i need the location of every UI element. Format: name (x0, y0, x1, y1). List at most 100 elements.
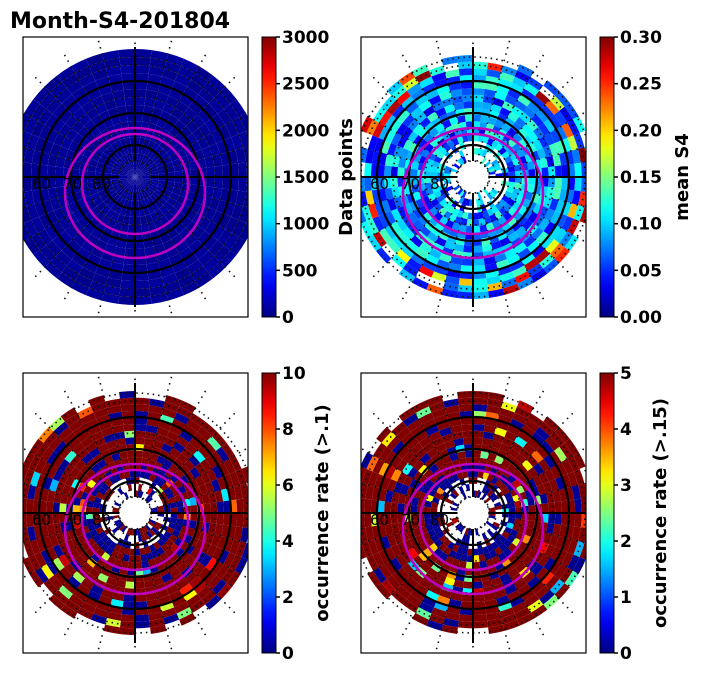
data-cell (38, 108, 53, 125)
data-cell (125, 183, 131, 191)
data-cell (111, 424, 125, 434)
data-cell (430, 198, 440, 207)
data-cell (135, 73, 149, 82)
data-cell (475, 198, 481, 206)
data-cell (431, 101, 445, 112)
data-cell (580, 177, 586, 192)
data-cell (103, 177, 112, 182)
latitude-label: 60 (32, 511, 51, 529)
data-cell (65, 114, 79, 129)
data-cell (57, 146, 69, 159)
data-cell (398, 71, 416, 86)
data-cell (397, 109, 411, 123)
data-cell (561, 177, 569, 190)
data-cell (31, 216, 45, 233)
data-cell (71, 184, 81, 194)
data-cell (465, 484, 471, 492)
data-cell (418, 265, 434, 278)
data-cell (135, 177, 143, 181)
grid-dotted-meridian (63, 389, 128, 500)
data-cell (120, 560, 129, 569)
data-cell (567, 539, 579, 555)
data-cell (393, 481, 404, 494)
data-cell (402, 450, 415, 463)
data-cell (421, 82, 437, 95)
colorbar-tick-label: 5 (620, 364, 632, 384)
grid-dotted-meridian (145, 523, 236, 614)
data-cell (428, 127, 440, 138)
data-cell (171, 187, 182, 196)
data-cell (186, 594, 202, 608)
data-cell (189, 437, 203, 451)
data-cell (141, 169, 150, 174)
data-cell (141, 223, 150, 233)
data-cell (455, 522, 462, 529)
colorbar-tick-label: 500 (282, 261, 318, 281)
data-cell (148, 277, 164, 289)
data-cell (546, 186, 555, 199)
data-cell (183, 107, 198, 121)
grid-dotted-circle (456, 496, 490, 530)
data-cell (561, 537, 572, 553)
data-cell (507, 206, 518, 217)
data-cell (509, 259, 525, 272)
data-cell (543, 118, 556, 133)
data-cell (574, 498, 582, 513)
data-cell (504, 190, 513, 199)
data-cell (531, 227, 544, 240)
data-cell (34, 137, 47, 153)
data-cell (487, 168, 495, 173)
data-cell (203, 81, 220, 98)
data-cell (561, 552, 574, 568)
data-cell (128, 192, 133, 201)
data-cell (159, 138, 169, 149)
data-cell (426, 283, 444, 295)
data-cell (473, 284, 489, 293)
data-cell (587, 497, 595, 513)
data-cell (150, 211, 159, 222)
data-cell (95, 414, 111, 425)
data-cell (219, 250, 237, 268)
data-cell (400, 95, 415, 110)
data-cell (128, 555, 135, 563)
data-cell (482, 102, 493, 111)
data-cell (473, 101, 483, 109)
data-cell (148, 489, 156, 498)
data-cell (217, 536, 228, 550)
data-cell (434, 202, 443, 212)
data-cell (366, 554, 379, 571)
data-cell (146, 530, 153, 539)
data-cell (514, 100, 528, 112)
data-cell (177, 506, 185, 513)
data-cell (461, 533, 468, 542)
data-cell (150, 170, 159, 175)
data-cell (158, 172, 167, 177)
data-cell (90, 613, 107, 625)
data-cell (488, 507, 496, 511)
data-cell (405, 239, 419, 253)
data-cell (490, 476, 499, 485)
data-cell (33, 250, 51, 268)
data-cell (147, 221, 157, 232)
data-cell (206, 468, 218, 482)
grid-dotted-meridian (483, 76, 574, 167)
data-cell (225, 121, 239, 138)
data-cell (137, 161, 142, 170)
data-cell (161, 273, 178, 286)
data-cell (402, 413, 419, 427)
data-cell (190, 513, 198, 522)
data-cell (114, 162, 123, 169)
data-cell (481, 493, 487, 501)
grid-dotted-meridian (148, 110, 248, 170)
data-cell (188, 454, 201, 467)
data-cell (547, 166, 556, 177)
data-cell (71, 86, 87, 101)
data-cell (386, 436, 401, 451)
data-cell (543, 221, 556, 236)
data-cell (544, 468, 556, 482)
data-cell (520, 588, 536, 602)
data-cell (426, 619, 444, 631)
data-cell (499, 407, 515, 419)
data-cell (136, 161, 140, 170)
data-cell (477, 470, 484, 479)
